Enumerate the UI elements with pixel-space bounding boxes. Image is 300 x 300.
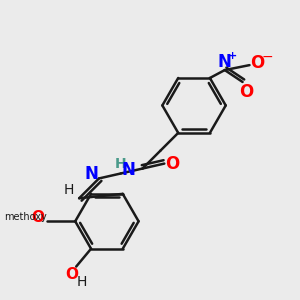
Text: H: H — [64, 183, 74, 197]
Text: O: O — [239, 83, 254, 101]
Text: H: H — [77, 275, 87, 290]
Text: O: O — [31, 210, 44, 225]
Text: methoxy: methoxy — [4, 212, 47, 222]
Text: O: O — [250, 54, 265, 72]
Text: O: O — [165, 154, 179, 172]
Text: N: N — [122, 160, 136, 178]
Text: +: + — [228, 51, 237, 61]
Text: N: N — [218, 53, 232, 71]
Text: −: − — [262, 50, 273, 64]
Text: O: O — [66, 267, 79, 282]
Text: N: N — [84, 166, 98, 184]
Text: H: H — [115, 157, 127, 171]
